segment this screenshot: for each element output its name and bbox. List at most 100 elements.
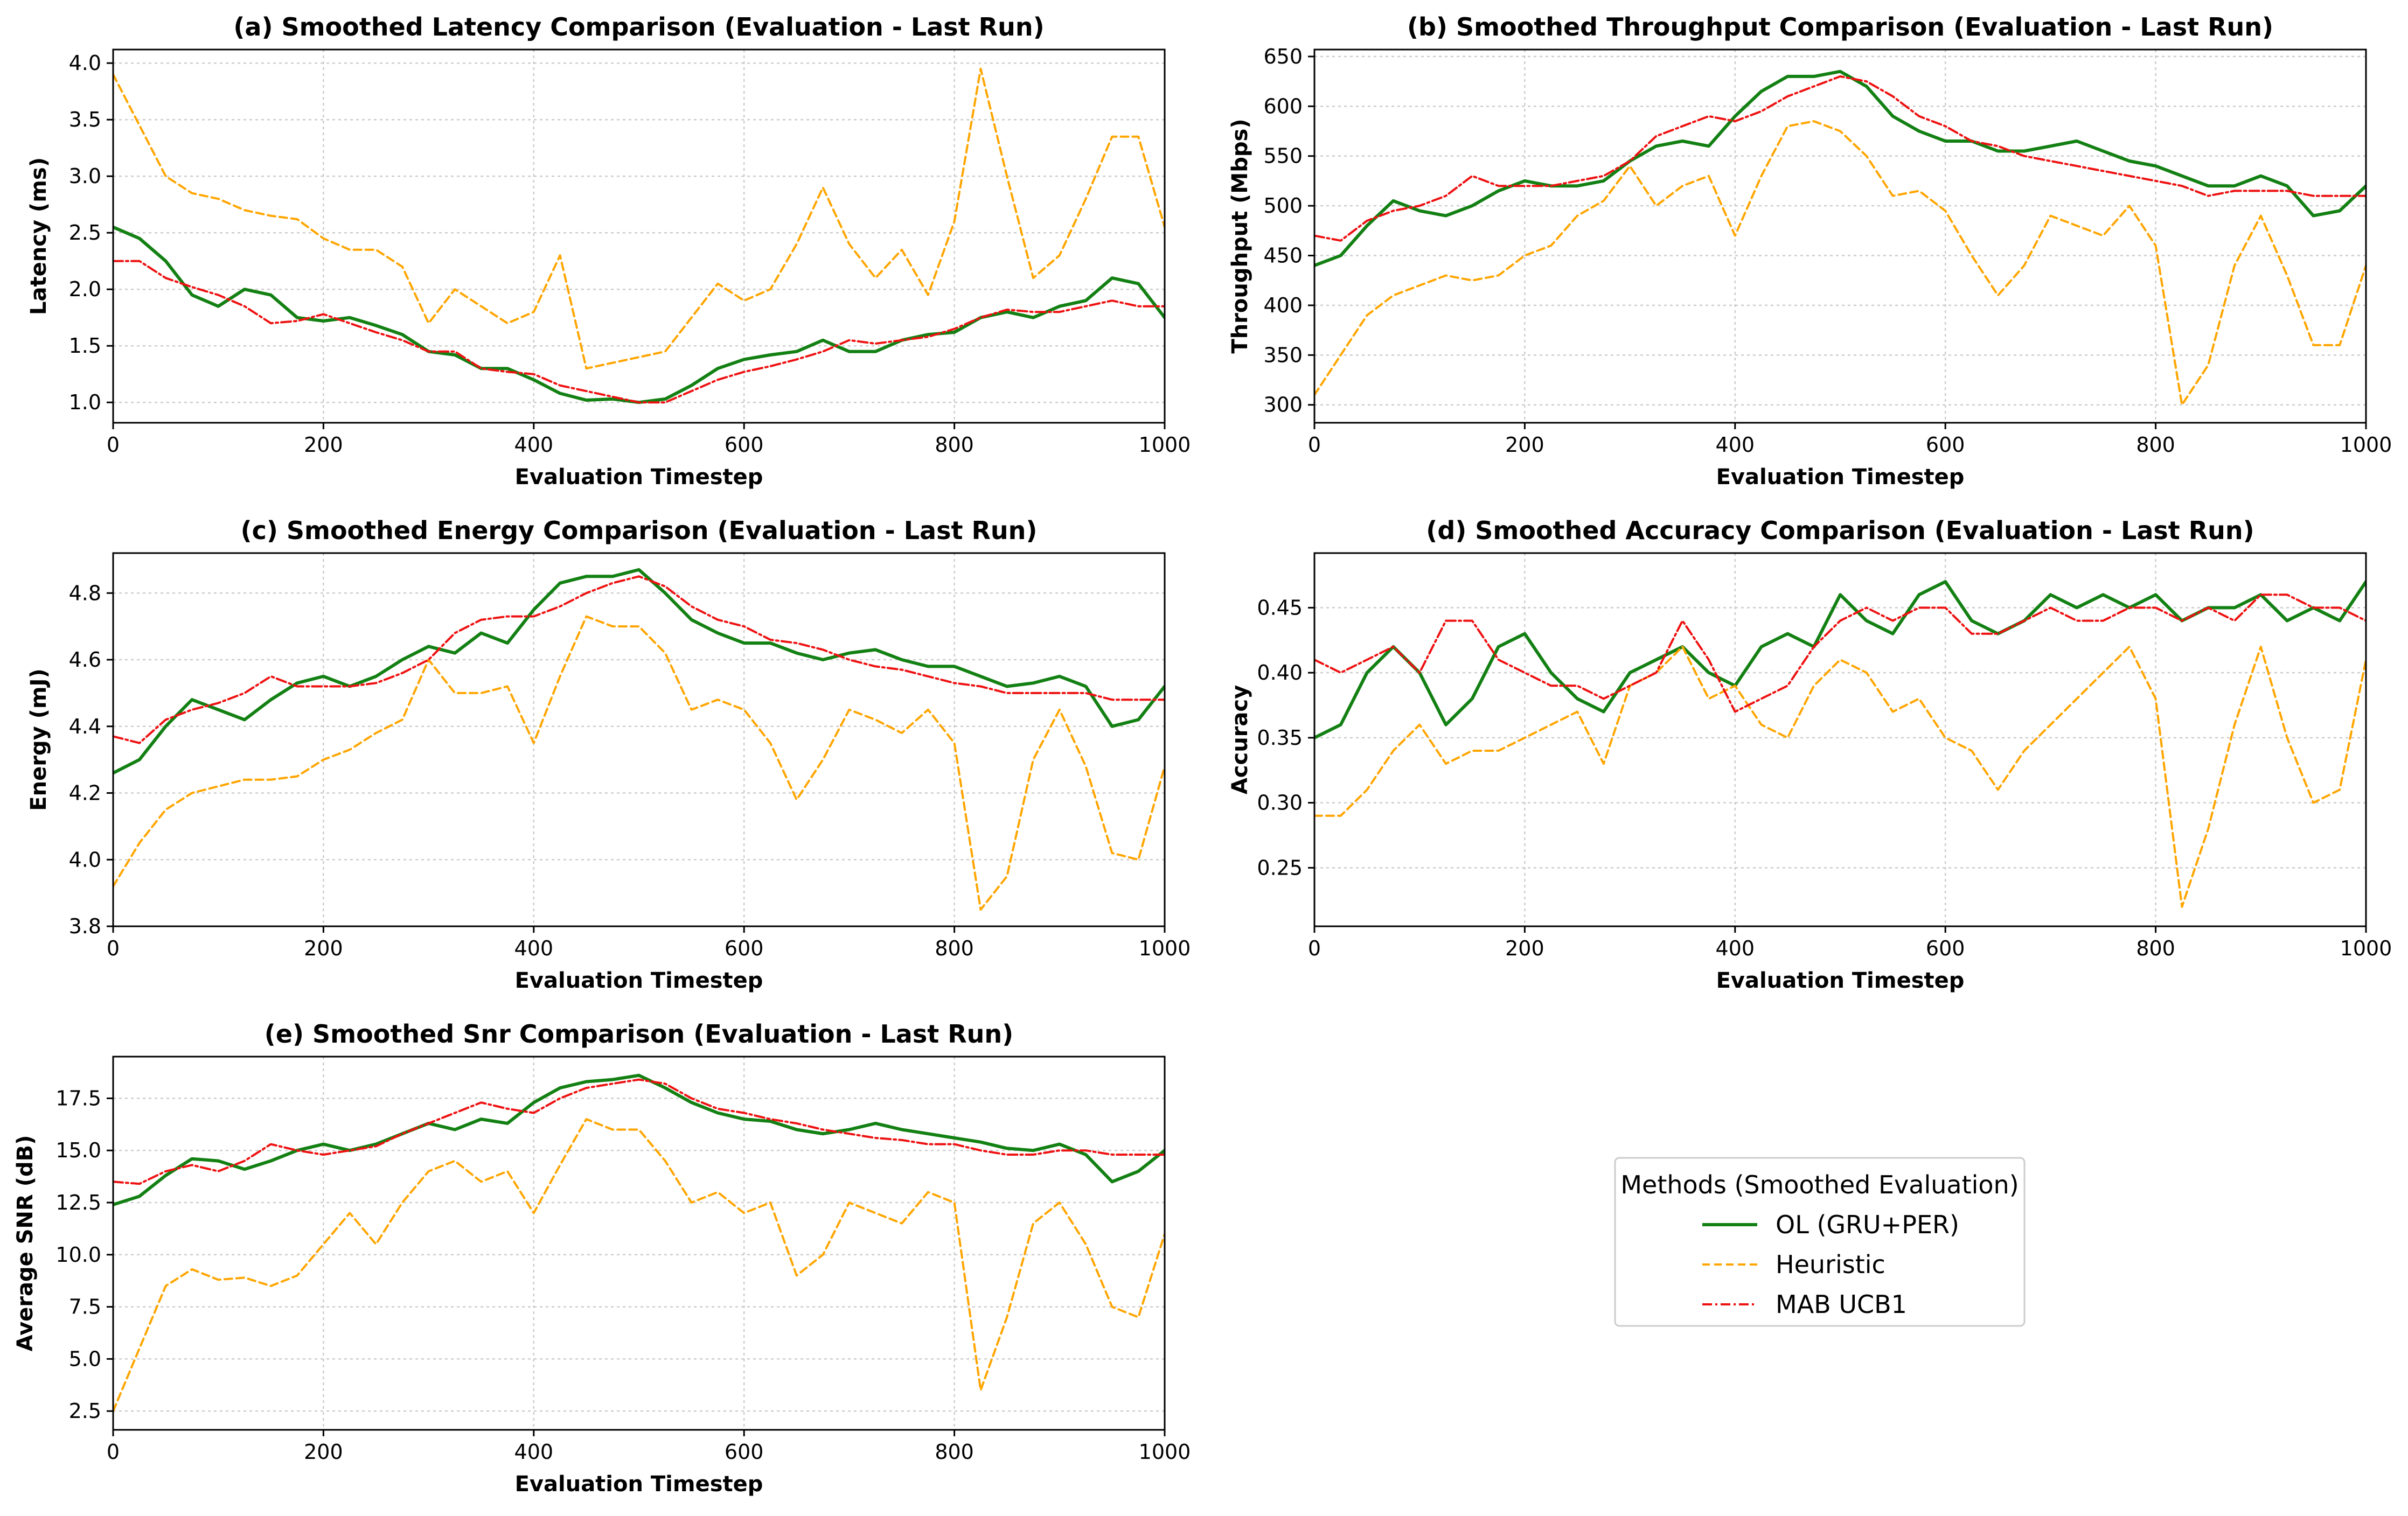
chart-panel-c: 0 200 400 600 800 1000 3.8 4.0 4.2 4.4 4.6 4.8 (c) S… [26, 516, 1191, 993]
series-line-heuristic [1314, 120, 2366, 406]
y-tick-label: 15.0 [55, 1138, 101, 1162]
legend-title: Methods (Smoothed Evaluation) [1620, 1170, 2019, 1199]
y-tick-label: 2.5 [69, 1399, 101, 1423]
x-tick-label: 0 [1308, 433, 1321, 457]
x-tick-label: 1000 [2340, 937, 2392, 960]
y-tick-label: 0.40 [1257, 661, 1303, 684]
chart-title: (e) Smoothed Snr Comparison (Evaluation … [265, 1019, 1013, 1049]
legend-label-heuristic: Heuristic [1776, 1250, 1885, 1279]
y-tick-label: 4.2 [69, 781, 101, 805]
y-axis-label: Average SNR (dB) [13, 1135, 38, 1352]
y-axis-label: Latency (ms) [26, 157, 51, 315]
y-tick-label: 350 [1263, 343, 1303, 367]
x-axis-label: Evaluation Timestep [1716, 465, 1965, 490]
y-axis-label: Accuracy [1228, 685, 1252, 794]
y-tick-label: 0.45 [1257, 596, 1303, 619]
series-line-ol [1314, 580, 2366, 739]
x-tick-label: 0 [1308, 937, 1321, 960]
series-line-ol [113, 225, 1165, 404]
x-tick-label: 1000 [1139, 1440, 1191, 1464]
series-line-heuristic [113, 615, 1165, 911]
chart-panel-a: 0 200 400 600 800 1000 1.0 1.5 2.0 2.5 3.0 3.5 4.0 (a… [26, 12, 1191, 490]
x-tick-label: 400 [1716, 937, 1755, 960]
series-line-ol [113, 1073, 1165, 1206]
x-tick-label: 1000 [2340, 433, 2392, 457]
y-tick-label: 4.8 [69, 581, 101, 605]
x-tick-label: 800 [935, 433, 974, 457]
series-line-mab [1314, 593, 2366, 713]
series-line-mab [113, 1078, 1165, 1185]
y-tick-label: 400 [1263, 294, 1303, 317]
chart-panel-e: 0 200 400 600 800 1000 2.5 5.0 7.5 10.0 12.5 15.0 17… [13, 1019, 1191, 1497]
x-tick-label: 200 [304, 1440, 343, 1464]
y-tick-label: 17.5 [55, 1086, 101, 1110]
x-tick-label: 800 [2136, 937, 2175, 960]
y-tick-label: 4.0 [69, 848, 101, 871]
series-line-heuristic [113, 1118, 1165, 1413]
plot-frame [112, 552, 1166, 927]
y-axis-label: Throughput (Mbps) [1228, 118, 1252, 353]
y-tick-label: 4.6 [69, 648, 101, 672]
y-tick-label: 0.35 [1257, 726, 1303, 750]
y-tick-label: 7.5 [69, 1295, 101, 1319]
series-line-heuristic [113, 67, 1165, 370]
chart-panel-b: 0 200 400 600 800 1000 300 350 400 450 500 550 600 65… [1228, 12, 2392, 490]
y-tick-label: 1.0 [69, 390, 101, 414]
x-tick-label: 400 [514, 433, 554, 457]
x-tick-label: 800 [2136, 433, 2175, 457]
y-tick-label: 3.5 [69, 108, 101, 131]
x-tick-label: 400 [514, 937, 554, 960]
series-line-ol [1314, 69, 2366, 267]
y-tick-label: 650 [1263, 45, 1303, 68]
y-tick-label: 3.0 [69, 164, 101, 188]
y-axis-label: Energy (mJ) [26, 668, 51, 811]
y-tick-label: 450 [1263, 244, 1303, 268]
y-tick-label: 2.5 [69, 221, 101, 244]
y-tick-label: 500 [1263, 194, 1303, 218]
x-tick-label: 600 [725, 937, 764, 960]
chart-title: (c) Smoothed Energy Comparison (Evaluati… [241, 516, 1038, 545]
legend: Methods (Smoothed Evaluation) OL (GRU+PER… [1614, 1157, 2026, 1327]
y-tick-label: 550 [1263, 144, 1303, 168]
y-tick-label: 10.0 [55, 1243, 101, 1267]
x-tick-label: 200 [1505, 433, 1544, 457]
x-tick-label: 800 [935, 937, 974, 960]
x-axis-label: Evaluation Timestep [515, 1472, 763, 1497]
x-tick-label: 400 [514, 1440, 554, 1464]
x-tick-label: 600 [1926, 937, 1965, 960]
x-tick-label: 600 [725, 433, 764, 457]
x-axis-label: Evaluation Timestep [1716, 968, 1965, 993]
x-tick-label: 0 [107, 1440, 120, 1464]
series-line-mab [1314, 75, 2366, 242]
x-tick-label: 800 [935, 1440, 974, 1464]
series-line-heuristic [1314, 645, 2366, 908]
y-tick-label: 1.5 [69, 334, 101, 358]
plot-frame [1313, 48, 2367, 424]
y-tick-label: 300 [1263, 393, 1303, 417]
x-axis-label: Evaluation Timestep [515, 968, 763, 993]
x-tick-label: 1000 [1139, 433, 1191, 457]
x-tick-label: 200 [1505, 937, 1544, 960]
chart-title: (a) Smoothed Latency Comparison (Evaluat… [233, 12, 1044, 41]
plot-frame [112, 1056, 1166, 1431]
x-tick-label: 0 [107, 937, 120, 960]
y-tick-label: 4.4 [69, 715, 101, 738]
chart-title: (b) Smoothed Throughput Comparison (Eval… [1407, 12, 2273, 41]
x-tick-label: 1000 [1139, 937, 1191, 960]
x-tick-label: 600 [725, 1440, 764, 1464]
plot-frame [1313, 552, 2367, 927]
y-tick-label: 12.5 [55, 1191, 101, 1214]
chart-title: (d) Smoothed Accuracy Comparison (Evalua… [1426, 516, 2254, 545]
y-tick-label: 3.8 [69, 914, 101, 938]
chart-panel-d: 0 200 400 600 800 1000 0.25 0.30 0.35 0.40 0.45 (d)… [1228, 516, 2392, 993]
x-tick-label: 200 [304, 433, 343, 457]
series-line-mab [113, 260, 1165, 404]
series-line-mab [113, 575, 1165, 744]
y-tick-label: 600 [1263, 94, 1303, 118]
plot-frame [112, 48, 1166, 424]
y-tick-label: 4.0 [69, 51, 101, 75]
x-axis-label: Evaluation Timestep [515, 465, 763, 490]
legend-frame [1614, 1157, 2026, 1327]
y-tick-label: 0.30 [1257, 791, 1303, 815]
